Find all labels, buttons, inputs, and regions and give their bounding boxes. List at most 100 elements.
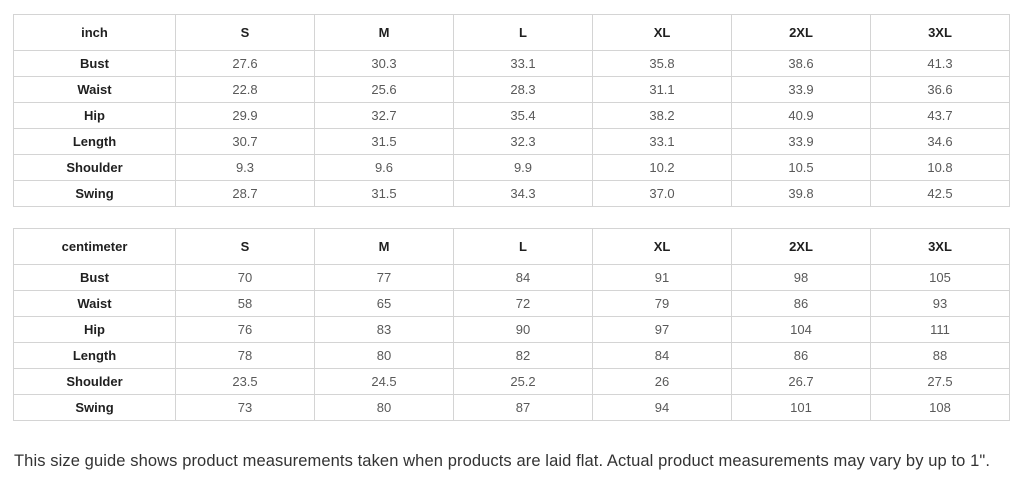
measurement-value: 25.2 [453,368,593,395]
table-row: Hip 29.9 32.7 35.4 38.2 40.9 43.7 [13,102,1010,129]
measurement-value: 58 [175,290,315,317]
measurement-value: 25.6 [314,76,454,103]
measurement-value: 83 [314,316,454,343]
measurement-value: 84 [453,264,593,291]
measurement-value: 9.6 [314,154,454,181]
measurement-value: 84 [592,342,732,369]
measurement-value: 101 [731,394,871,421]
measurement-value: 34.6 [870,128,1010,155]
table-row: Waist 22.8 25.6 28.3 31.1 33.9 36.6 [13,76,1010,103]
measurement-value: 108 [870,394,1010,421]
measurement-label: Swing [13,180,176,207]
measurement-value: 26 [592,368,732,395]
size-table-header-row: inch S M L XL 2XL 3XL [13,14,1010,51]
size-column-header: 3XL [870,14,1010,51]
measurement-value: 9.3 [175,154,315,181]
measurement-value: 86 [731,290,871,317]
measurement-value: 34.3 [453,180,593,207]
measurement-value: 36.6 [870,76,1010,103]
size-column-header: M [314,14,454,51]
measurement-value: 94 [592,394,732,421]
measurement-value: 29.9 [175,102,315,129]
table-row: Swing 28.7 31.5 34.3 37.0 39.8 42.5 [13,180,1010,207]
measurement-value: 31.1 [592,76,732,103]
measurement-value: 9.9 [453,154,593,181]
measurement-value: 104 [731,316,871,343]
measurement-value: 33.9 [731,128,871,155]
measurement-value: 41.3 [870,50,1010,77]
measurement-label: Shoulder [13,154,176,181]
measurement-value: 78 [175,342,315,369]
measurement-value: 33.9 [731,76,871,103]
measurement-value: 22.8 [175,76,315,103]
measurement-value: 33.1 [592,128,732,155]
size-column-header: 3XL [870,228,1010,265]
size-column-header: L [453,14,593,51]
measurement-value: 82 [453,342,593,369]
size-table-centimeter: centimeter S M L XL 2XL 3XL Bust 70 77 84 91 98 105 W… [13,228,1010,421]
measurement-value: 30.7 [175,128,315,155]
size-guide-page: inch S M L XL 2XL 3XL Bust 27.6 30.3 33.1 35.8 38.6… [13,14,1010,470]
measurement-value: 77 [314,264,454,291]
table-row: Waist 58 65 72 79 86 93 [13,290,1010,317]
measurement-value: 43.7 [870,102,1010,129]
measurement-label: Hip [13,316,176,343]
measurement-value: 38.2 [592,102,732,129]
measurement-value: 30.3 [314,50,454,77]
measurement-value: 40.9 [731,102,871,129]
size-column-header: 2XL [731,228,871,265]
measurement-value: 90 [453,316,593,343]
measurement-value: 32.7 [314,102,454,129]
table-row: Bust 27.6 30.3 33.1 35.8 38.6 41.3 [13,50,1010,77]
size-table-inch: inch S M L XL 2XL 3XL Bust 27.6 30.3 33.1 35.8 38.6… [13,14,1010,207]
measurement-value: 37.0 [592,180,732,207]
size-column-header: 2XL [731,14,871,51]
table-row: Length 30.7 31.5 32.3 33.1 33.9 34.6 [13,128,1010,155]
measurement-value: 10.5 [731,154,871,181]
measurement-value: 87 [453,394,593,421]
measurement-value: 39.8 [731,180,871,207]
size-column-header: M [314,228,454,265]
measurement-label: Length [13,128,176,155]
size-column-header: XL [592,14,732,51]
measurement-value: 98 [731,264,871,291]
measurement-value: 32.3 [453,128,593,155]
measurement-value: 86 [731,342,871,369]
measurement-label: Shoulder [13,368,176,395]
measurement-value: 28.7 [175,180,315,207]
table-row: Length 78 80 82 84 86 88 [13,342,1010,369]
measurement-value: 70 [175,264,315,291]
measurement-value: 27.6 [175,50,315,77]
measurement-value: 27.5 [870,368,1010,395]
measurement-value: 28.3 [453,76,593,103]
measurement-label: Length [13,342,176,369]
measurement-value: 10.2 [592,154,732,181]
table-row: Bust 70 77 84 91 98 105 [13,264,1010,291]
measurement-label: Waist [13,76,176,103]
size-column-header: XL [592,228,732,265]
measurement-value: 24.5 [314,368,454,395]
size-column-header: S [175,228,315,265]
measurement-value: 42.5 [870,180,1010,207]
measurement-value: 33.1 [453,50,593,77]
size-table-header-row: centimeter S M L XL 2XL 3XL [13,228,1010,265]
measurement-value: 88 [870,342,1010,369]
measurement-value: 31.5 [314,128,454,155]
measurement-label: Bust [13,264,176,291]
measurement-value: 105 [870,264,1010,291]
table-row: Shoulder 23.5 24.5 25.2 26 26.7 27.5 [13,368,1010,395]
measurement-value: 91 [592,264,732,291]
table-row: Hip 76 83 90 97 104 111 [13,316,1010,343]
measurement-value: 76 [175,316,315,343]
measurement-value: 38.6 [731,50,871,77]
measurement-value: 35.8 [592,50,732,77]
size-column-header: S [175,14,315,51]
measurement-value: 111 [870,316,1010,343]
size-column-header: L [453,228,593,265]
measurement-label: Waist [13,290,176,317]
measurement-label: Swing [13,394,176,421]
measurement-value: 72 [453,290,593,317]
measurement-value: 73 [175,394,315,421]
unit-header: centimeter [13,228,176,265]
measurement-value: 79 [592,290,732,317]
